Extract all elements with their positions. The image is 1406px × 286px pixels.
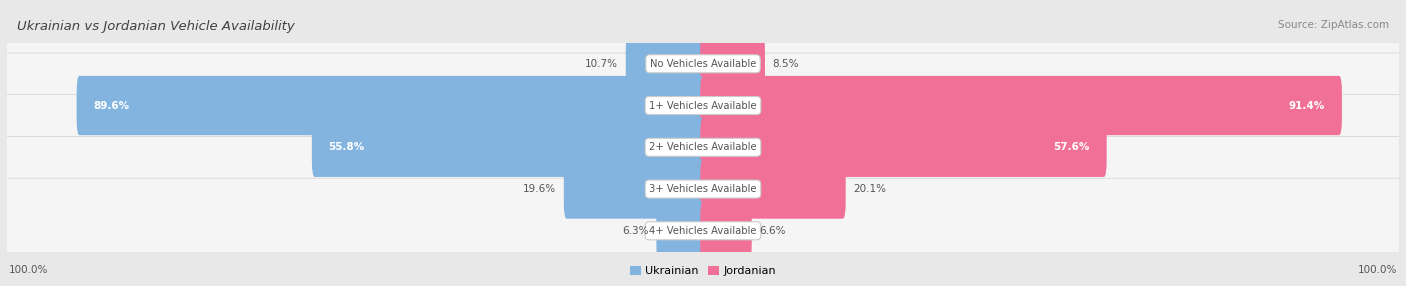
FancyBboxPatch shape (700, 76, 1341, 135)
FancyBboxPatch shape (700, 159, 845, 219)
Text: 4+ Vehicles Available: 4+ Vehicles Available (650, 226, 756, 236)
FancyBboxPatch shape (657, 201, 706, 261)
Text: 89.6%: 89.6% (93, 101, 129, 110)
FancyBboxPatch shape (1, 95, 1405, 200)
Text: 57.6%: 57.6% (1053, 142, 1090, 152)
Text: 6.3%: 6.3% (623, 226, 648, 236)
FancyBboxPatch shape (700, 201, 752, 261)
FancyBboxPatch shape (312, 118, 706, 177)
Text: 100.0%: 100.0% (1358, 265, 1398, 275)
Text: 2+ Vehicles Available: 2+ Vehicles Available (650, 142, 756, 152)
Text: 10.7%: 10.7% (585, 59, 619, 69)
Text: 8.5%: 8.5% (773, 59, 799, 69)
FancyBboxPatch shape (626, 34, 706, 94)
Text: 1+ Vehicles Available: 1+ Vehicles Available (650, 101, 756, 110)
Text: Source: ZipAtlas.com: Source: ZipAtlas.com (1278, 20, 1389, 30)
Text: 6.6%: 6.6% (759, 226, 786, 236)
FancyBboxPatch shape (700, 34, 765, 94)
Text: 19.6%: 19.6% (523, 184, 557, 194)
Text: 55.8%: 55.8% (329, 142, 364, 152)
Legend: Ukrainian, Jordanian: Ukrainian, Jordanian (626, 261, 780, 281)
FancyBboxPatch shape (1, 136, 1405, 242)
FancyBboxPatch shape (564, 159, 706, 219)
FancyBboxPatch shape (700, 118, 1107, 177)
Text: 100.0%: 100.0% (8, 265, 48, 275)
Text: 91.4%: 91.4% (1289, 101, 1326, 110)
Text: 20.1%: 20.1% (853, 184, 886, 194)
FancyBboxPatch shape (1, 11, 1405, 116)
FancyBboxPatch shape (76, 76, 706, 135)
Text: No Vehicles Available: No Vehicles Available (650, 59, 756, 69)
FancyBboxPatch shape (1, 178, 1405, 283)
Text: Ukrainian vs Jordanian Vehicle Availability: Ukrainian vs Jordanian Vehicle Availabil… (17, 20, 295, 33)
FancyBboxPatch shape (1, 53, 1405, 158)
Text: 3+ Vehicles Available: 3+ Vehicles Available (650, 184, 756, 194)
